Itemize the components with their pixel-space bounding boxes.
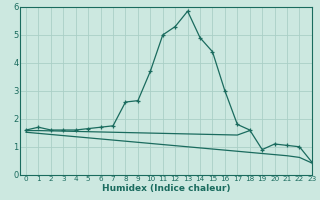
X-axis label: Humidex (Indice chaleur): Humidex (Indice chaleur) (102, 184, 230, 193)
